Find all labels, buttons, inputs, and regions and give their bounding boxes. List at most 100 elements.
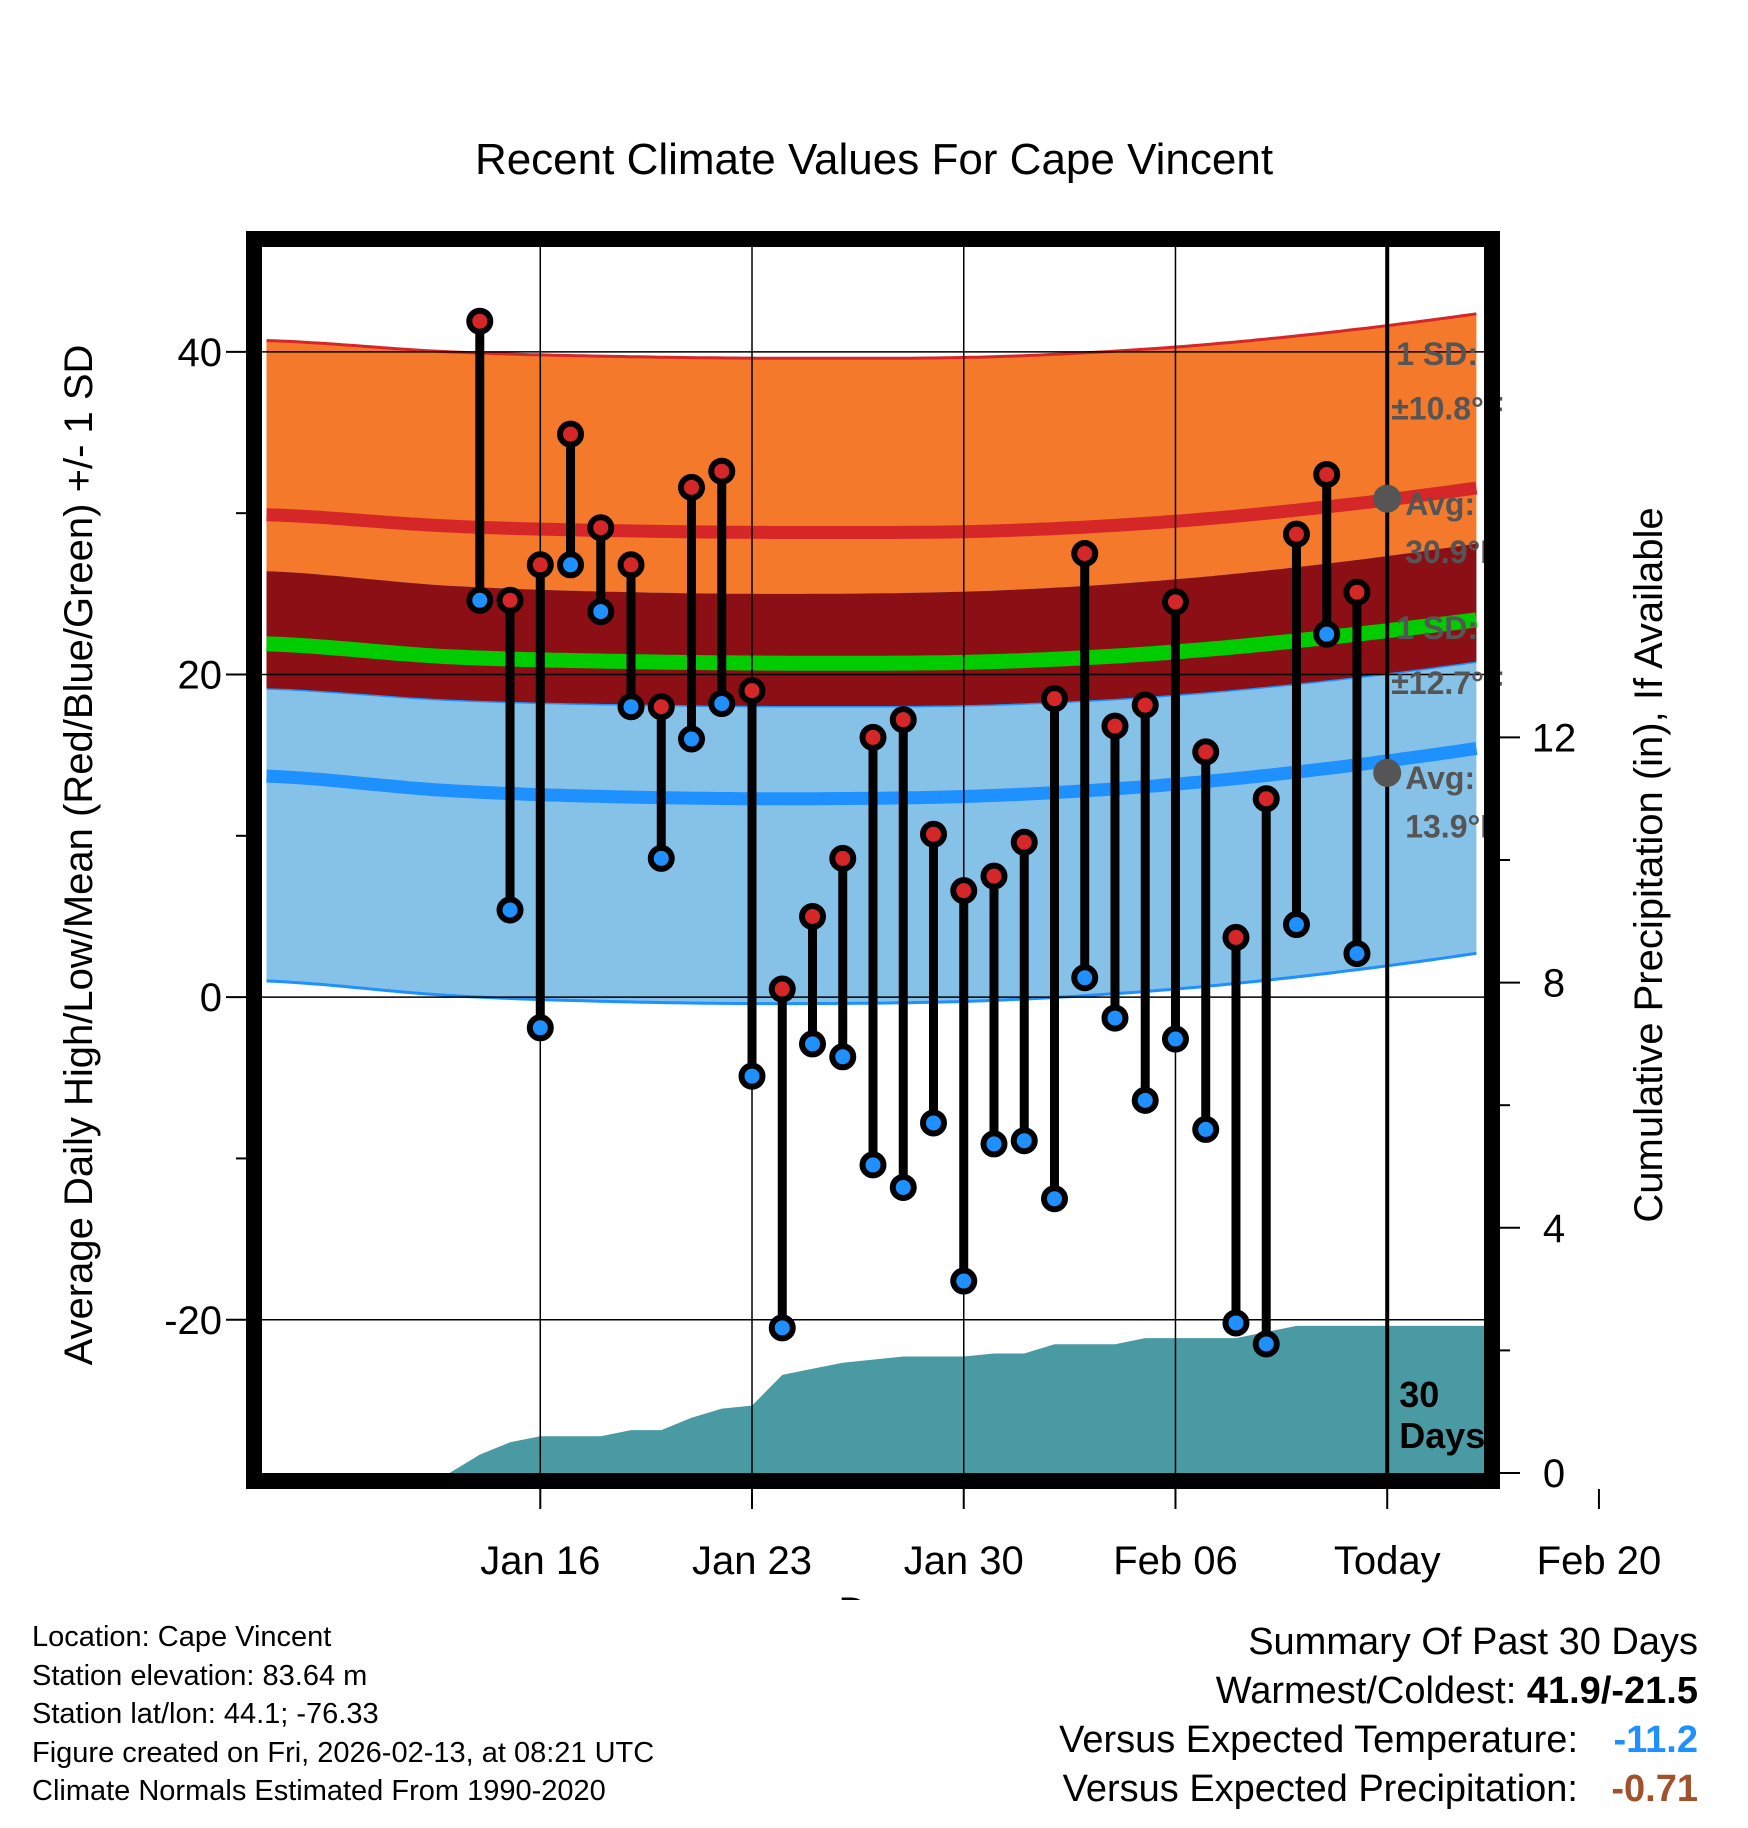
daily-low-point [768, 1314, 796, 1342]
daily-low-point [557, 551, 585, 579]
daily-high-point [1010, 828, 1038, 856]
daily-low-point [678, 725, 706, 753]
daily-high-point [1252, 785, 1280, 813]
daily-low-point [919, 1109, 947, 1137]
days-label-unit: Days [1399, 1415, 1485, 1456]
precip-departure-label: Versus Expected Precipitation: [1062, 1768, 1578, 1810]
daily-high-point [1313, 460, 1341, 488]
daily-low-point [1313, 620, 1341, 648]
normal-mean-line [266, 612, 1478, 671]
precip-departure-row: Versus Expected Precipitation: -0.71 [1059, 1765, 1698, 1814]
daily-high-point [647, 693, 675, 721]
daily-low-point [1222, 1309, 1250, 1337]
daily-high-point [1040, 685, 1068, 713]
x-tick-label: Jan 30 [904, 1539, 1024, 1583]
daily-low-point [647, 844, 675, 872]
precip-departure-value: -0.71 [1611, 1768, 1698, 1810]
y-tick-label: 40 [178, 331, 223, 375]
daily-low-point [587, 598, 615, 626]
daily-high-point [950, 877, 978, 905]
location-text: Location: Cape Vincent [32, 1621, 332, 1653]
daily-low-point [1010, 1127, 1038, 1155]
normals-text: Climate Normals Estimated From 1990-2020 [32, 1775, 606, 1807]
daily-high-point [496, 586, 524, 614]
climate-chart: Recent Climate Values For Cape Vincent 1… [57, 135, 1671, 1600]
low-avg-marker [1373, 758, 1402, 787]
station-info: Location: Cape Vincent Station elevation… [32, 1618, 654, 1811]
warmest-label: Warmest/Coldest: [1215, 1670, 1527, 1712]
y2-tick-label: 4 [1543, 1207, 1565, 1251]
x-tick-label: Jan 16 [480, 1539, 600, 1583]
summary-title: Summary Of Past 30 Days [1248, 1621, 1698, 1663]
y2-axis-label: Cumulative Precipitation (in), If Availa… [1627, 507, 1671, 1222]
daily-low-point [1192, 1115, 1220, 1143]
daily-high-point [557, 420, 585, 448]
low-avg-label: Avg: [1405, 760, 1475, 796]
x-tick-label: Today [1334, 1539, 1441, 1583]
y-tick-label: -20 [164, 1299, 222, 1343]
x-tick-label: Jan 23 [692, 1539, 812, 1583]
daily-high-point [889, 706, 917, 734]
y2-tick-label: 8 [1543, 962, 1565, 1006]
y-tick-label: 20 [178, 653, 223, 697]
daily-high-point [829, 844, 857, 872]
daily-low-point [1071, 964, 1099, 992]
daily-low-point [708, 690, 736, 718]
summary-panel: Summary Of Past 30 Days Warmest/Coldest:… [1059, 1618, 1698, 1814]
x-tick-label: Feb 20 [1537, 1539, 1662, 1583]
daily-low-point [859, 1151, 887, 1179]
daily-high-point [587, 514, 615, 542]
daily-high-point [859, 723, 887, 751]
high-avg-marker [1373, 484, 1402, 513]
daily-low-point [950, 1267, 978, 1295]
temp-departure-row: Versus Expected Temperature: -11.2 [1059, 1716, 1698, 1765]
daily-low-point [799, 1030, 827, 1058]
plot-area [262, 247, 1484, 1473]
daily-high-point [466, 307, 494, 335]
created-text: Figure created on Fri, 2026-02-13, at 08… [32, 1736, 655, 1769]
daily-low-point [617, 693, 645, 721]
daily-high-point [1282, 520, 1310, 548]
daily-low-point [980, 1130, 1008, 1158]
daily-high-point [617, 551, 645, 579]
x-axis-label: Day [838, 1590, 909, 1600]
daily-low-point [889, 1173, 917, 1201]
daily-high-point [1101, 712, 1129, 740]
daily-low-point [1161, 1025, 1189, 1053]
daily-low-point [1282, 911, 1310, 939]
plot-frame [246, 231, 1500, 1489]
daily-low-point [829, 1043, 857, 1071]
daily-high-point [708, 457, 736, 485]
low-sd-label: 1 SD: [1396, 610, 1478, 646]
y-axis-label: Average Daily High/Low/Mean (Red/Blue/Gr… [57, 345, 101, 1366]
daily-high-point [1222, 923, 1250, 951]
x-tick-label: Feb 06 [1113, 1539, 1238, 1583]
y-tick-label: 0 [200, 976, 222, 1020]
normal-high-line [266, 481, 1478, 539]
daily-low-point [1101, 1004, 1129, 1032]
daily-low-point [1252, 1330, 1280, 1358]
temp-departure-label: Versus Expected Temperature: [1059, 1719, 1578, 1761]
daily-low-point [1343, 940, 1371, 968]
days-label-number: 30 [1399, 1374, 1439, 1415]
high-band-bottom-edge [266, 661, 1477, 708]
daily-high-point [1192, 738, 1220, 766]
y2-tick-label: 12 [1532, 716, 1577, 760]
y2-tick-label: 0 [1543, 1452, 1565, 1496]
daily-low-point [466, 586, 494, 614]
daily-high-point [738, 677, 766, 705]
daily-high-point [1131, 691, 1159, 719]
chart-title: Recent Climate Values For Cape Vincent [475, 135, 1273, 184]
daily-high-point [678, 473, 706, 501]
daily-high-point [980, 862, 1008, 890]
latlon-text: Station lat/lon: 44.1; -76.33 [32, 1698, 379, 1730]
daily-low-point [496, 896, 524, 924]
daily-low-point [1040, 1185, 1068, 1213]
daily-high-point [1161, 588, 1189, 616]
daily-low-point [526, 1014, 554, 1042]
daily-high-point [768, 975, 796, 1003]
daily-high-point [919, 820, 947, 848]
daily-high-point [799, 902, 827, 930]
elevation-text: Station elevation: 83.64 m [32, 1659, 368, 1692]
daily-low-point [738, 1062, 766, 1090]
